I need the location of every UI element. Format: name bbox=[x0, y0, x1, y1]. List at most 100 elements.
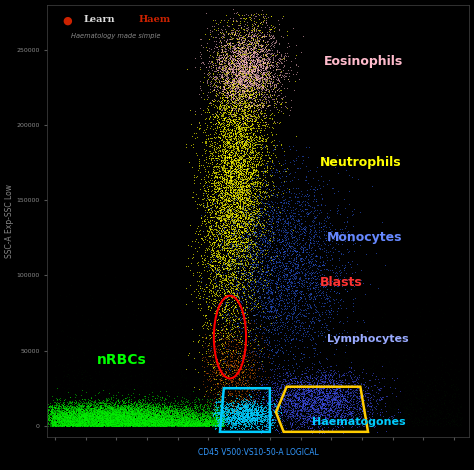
Point bbox=[266, 25, 274, 32]
Point bbox=[217, 295, 224, 302]
Point bbox=[239, 66, 247, 73]
Point bbox=[216, 243, 223, 250]
Point bbox=[254, 418, 261, 425]
Point bbox=[181, 421, 189, 428]
Point bbox=[167, 416, 175, 424]
Point bbox=[337, 407, 345, 414]
Point bbox=[51, 409, 58, 417]
Point bbox=[227, 235, 234, 242]
Point bbox=[172, 419, 180, 427]
Point bbox=[234, 178, 241, 185]
Point bbox=[96, 417, 103, 425]
Point bbox=[230, 135, 237, 142]
Point bbox=[107, 421, 114, 429]
Point bbox=[272, 259, 280, 266]
Point bbox=[100, 411, 108, 419]
Point bbox=[320, 382, 328, 389]
Point bbox=[150, 415, 157, 422]
Point bbox=[165, 411, 173, 418]
Point bbox=[117, 421, 125, 428]
Point bbox=[228, 389, 235, 396]
Point bbox=[88, 408, 96, 416]
Point bbox=[69, 414, 76, 421]
Point bbox=[256, 420, 264, 427]
Point bbox=[264, 373, 272, 381]
Point bbox=[95, 419, 103, 426]
Point bbox=[109, 417, 117, 424]
Point bbox=[134, 407, 142, 414]
Point bbox=[225, 221, 233, 228]
Point bbox=[173, 419, 180, 427]
Point bbox=[126, 417, 134, 424]
Point bbox=[256, 411, 264, 418]
Point bbox=[263, 122, 271, 130]
Point bbox=[109, 419, 116, 426]
Point bbox=[261, 63, 269, 71]
Point bbox=[133, 410, 141, 417]
Point bbox=[236, 67, 244, 74]
Point bbox=[245, 138, 253, 145]
Point bbox=[57, 413, 65, 421]
Point bbox=[202, 420, 210, 428]
Point bbox=[155, 418, 162, 426]
Point bbox=[149, 418, 157, 426]
Point bbox=[66, 413, 73, 420]
Point bbox=[230, 112, 238, 120]
Point bbox=[95, 407, 102, 415]
Point bbox=[203, 421, 211, 428]
Point bbox=[318, 369, 325, 376]
Point bbox=[91, 421, 99, 429]
Point bbox=[296, 287, 304, 294]
Point bbox=[443, 390, 451, 397]
Point bbox=[219, 136, 226, 143]
Point bbox=[74, 407, 82, 415]
Point bbox=[246, 125, 254, 133]
Point bbox=[103, 419, 110, 427]
Point bbox=[246, 77, 254, 85]
Point bbox=[100, 419, 107, 427]
Point bbox=[254, 133, 261, 141]
Point bbox=[381, 402, 388, 409]
Point bbox=[119, 420, 127, 427]
Point bbox=[57, 405, 64, 413]
Point bbox=[242, 268, 249, 276]
Point bbox=[391, 414, 399, 422]
Point bbox=[311, 278, 319, 285]
Point bbox=[82, 422, 89, 430]
Point bbox=[150, 387, 158, 395]
Point bbox=[118, 413, 126, 421]
Point bbox=[162, 417, 170, 425]
Point bbox=[273, 396, 281, 403]
Point bbox=[71, 403, 79, 410]
Point bbox=[211, 412, 219, 420]
Point bbox=[210, 125, 217, 133]
Point bbox=[281, 148, 288, 155]
Point bbox=[243, 206, 250, 214]
Point bbox=[191, 176, 198, 184]
Point bbox=[356, 336, 364, 343]
Point bbox=[212, 220, 220, 228]
Point bbox=[213, 400, 220, 407]
Point bbox=[51, 418, 58, 425]
Point bbox=[351, 405, 358, 412]
Point bbox=[213, 390, 220, 398]
Point bbox=[281, 403, 288, 411]
Point bbox=[253, 75, 260, 83]
Point bbox=[301, 406, 309, 414]
Point bbox=[322, 413, 330, 421]
Point bbox=[191, 417, 199, 425]
Point bbox=[89, 418, 96, 426]
Point bbox=[205, 341, 213, 349]
Point bbox=[207, 376, 214, 384]
Point bbox=[267, 275, 274, 282]
Point bbox=[201, 209, 209, 216]
Point bbox=[316, 398, 323, 405]
Point bbox=[77, 405, 84, 412]
Point bbox=[194, 404, 201, 411]
Point bbox=[219, 416, 227, 424]
Point bbox=[395, 416, 402, 424]
Point bbox=[311, 412, 319, 420]
Point bbox=[240, 196, 247, 203]
Point bbox=[137, 415, 145, 422]
Point bbox=[90, 415, 97, 422]
